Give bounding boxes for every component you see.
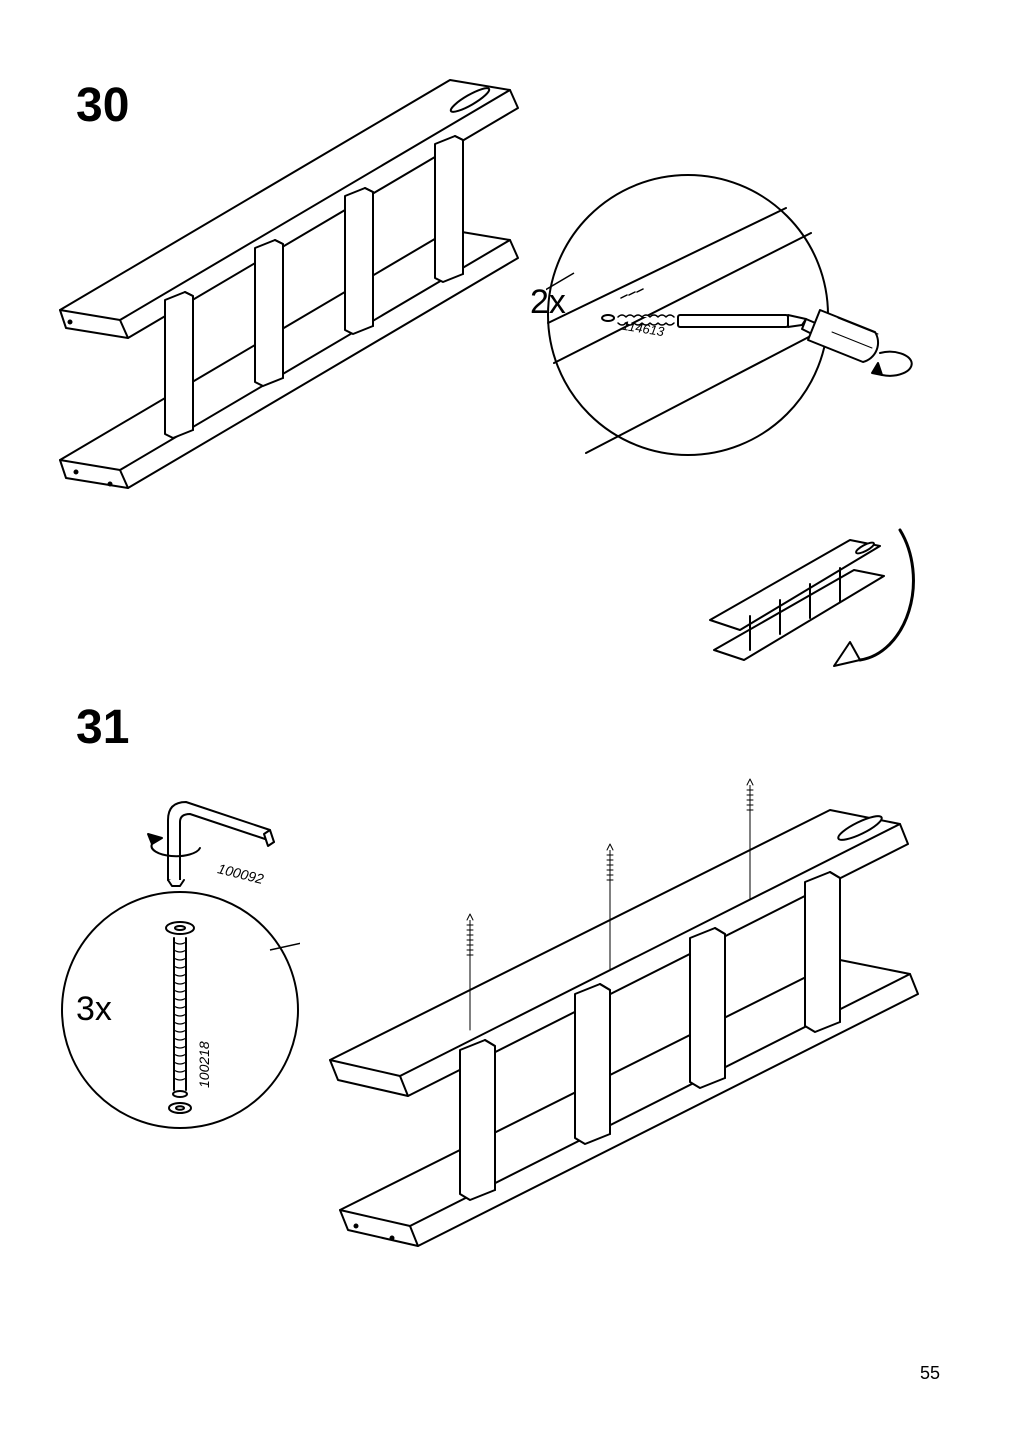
allen-key-icon [110, 790, 290, 900]
page-number: 55 [920, 1363, 940, 1384]
ladder-diagram-step31 [300, 770, 950, 1250]
step-number-31: 31 [76, 700, 129, 755]
ladder-diagram-step30 [50, 60, 620, 490]
assembly-page: 30 [0, 0, 1012, 1432]
screwdriver-detail [590, 270, 920, 420]
quantity-step30: 2x [530, 283, 566, 322]
mini-flip-diagram [700, 520, 935, 680]
part-number-100218: 100218 [196, 1041, 212, 1088]
quantity-step31: 3x [76, 990, 112, 1029]
